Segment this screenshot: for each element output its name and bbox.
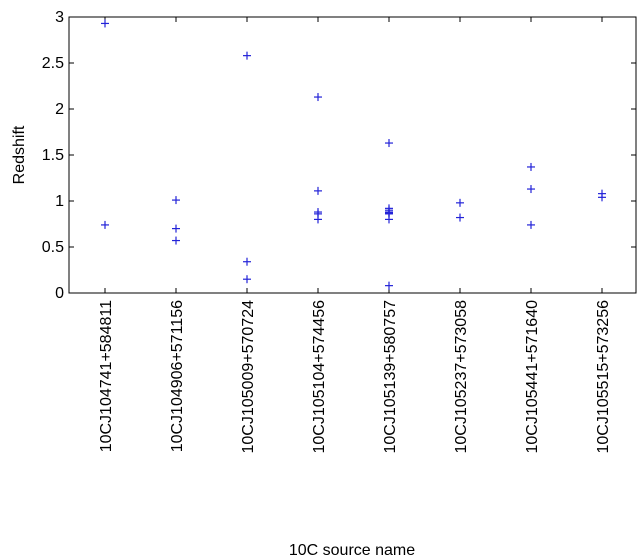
x-tick-label: 10CJ105441+571640	[524, 300, 541, 454]
data-point	[172, 196, 180, 205]
data-point	[598, 193, 606, 202]
data-point	[527, 220, 535, 229]
data-point	[527, 185, 535, 194]
x-axis: 10CJ104741+584811 10CJ104906+571156 10CJ10…	[98, 17, 612, 453]
y-tick-label: 2.5	[42, 55, 64, 72]
data-point	[243, 257, 251, 266]
data-point	[101, 220, 109, 229]
data-point	[314, 215, 322, 224]
data-point	[172, 224, 180, 233]
plot-frame	[68, 16, 637, 294]
data-point	[172, 236, 180, 245]
data-point	[314, 186, 322, 195]
data-point	[527, 162, 535, 171]
data-point	[101, 19, 109, 28]
y-tick-label: 0	[55, 285, 64, 302]
y-tick-label: 3	[55, 9, 64, 26]
data-point	[243, 51, 251, 60]
data-point	[314, 93, 322, 102]
data-point	[456, 213, 464, 222]
plot-area	[68, 16, 637, 294]
x-tick-label: 10CJ105139+580757	[382, 300, 399, 454]
x-tick-label: 10CJ105515+573256	[595, 300, 612, 454]
data-points	[101, 19, 606, 290]
y-axis-label: Redshift	[11, 125, 28, 184]
data-point	[385, 215, 393, 224]
y-tick-label: 2	[55, 101, 64, 118]
x-axis-label: 10C source name	[289, 542, 415, 559]
x-tick-label: 10CJ105009+570724	[240, 300, 257, 454]
data-point	[243, 275, 251, 284]
x-tick-label: 10CJ105104+574456	[311, 300, 328, 454]
y-tick-label: 1	[55, 193, 64, 210]
data-point	[385, 139, 393, 148]
data-point	[385, 281, 393, 290]
x-tick-label: 10CJ105237+573058	[453, 300, 470, 454]
y-tick-label: 1.5	[42, 147, 64, 164]
y-tick-label: 0.5	[42, 239, 64, 256]
x-tick-label: 10CJ104906+571156	[169, 300, 186, 452]
y-axis: 0 0.5 1 1.5 2 2.5 3	[42, 9, 636, 302]
data-point	[456, 198, 464, 207]
x-tick-label: 10CJ104741+584811	[98, 300, 115, 452]
